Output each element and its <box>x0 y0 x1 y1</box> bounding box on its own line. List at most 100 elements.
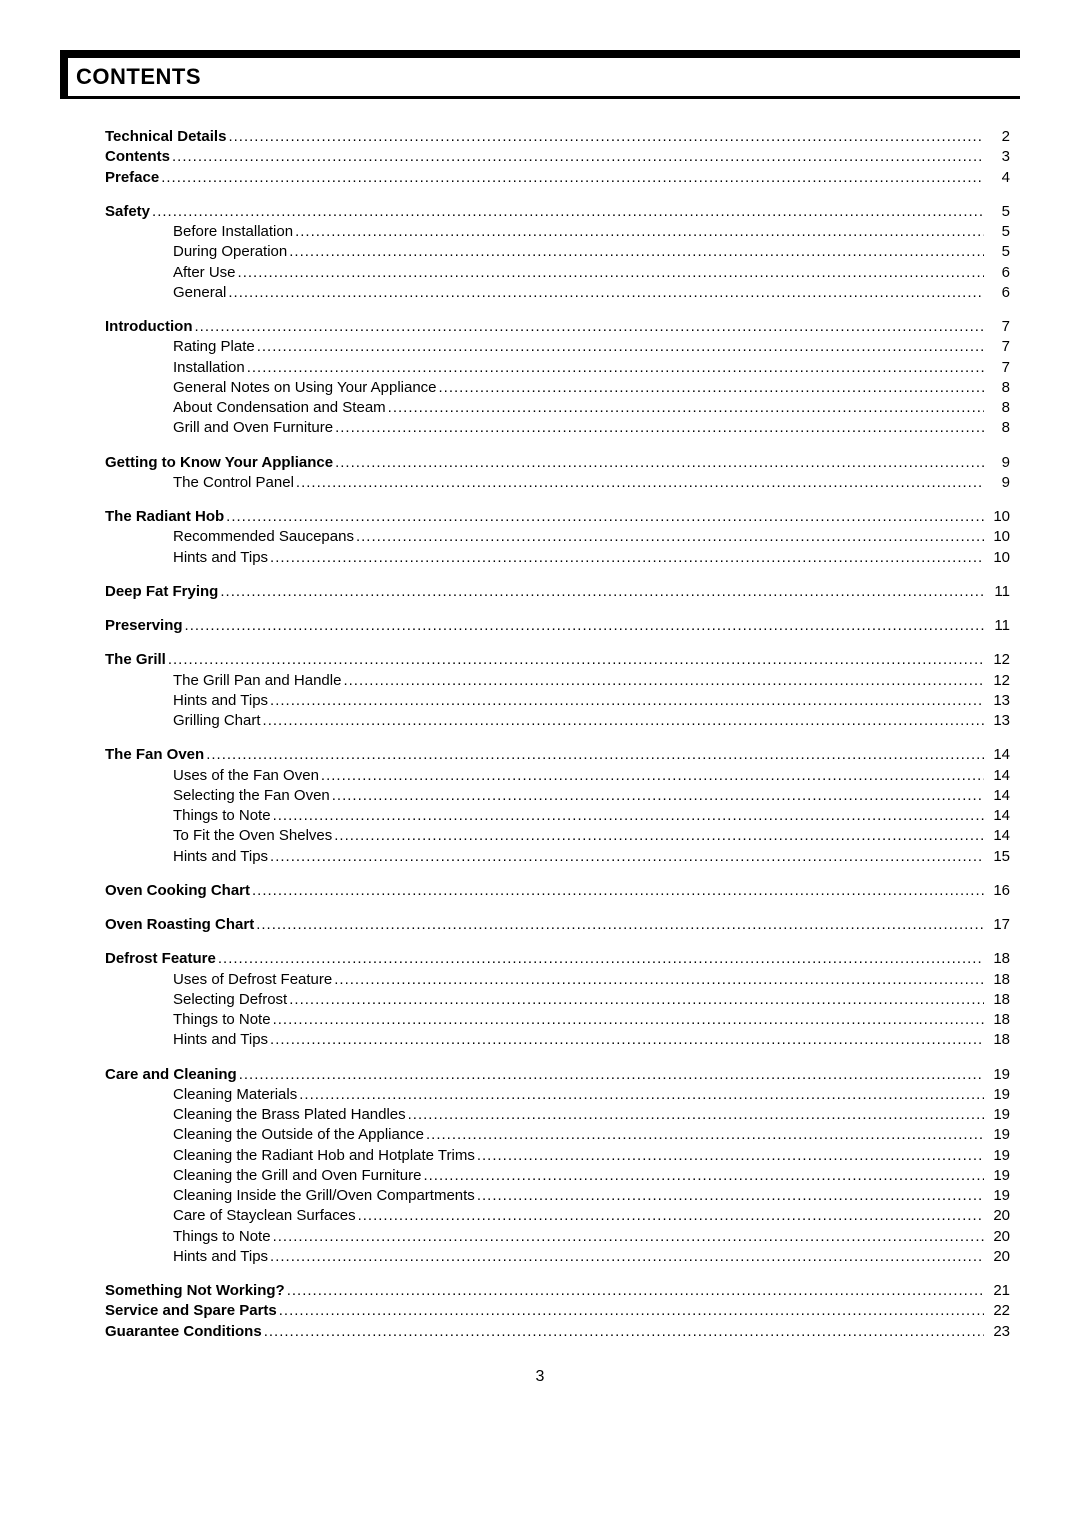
toc-label: Hints and Tips <box>173 691 268 711</box>
toc-label: During Operation <box>173 242 287 262</box>
toc-page: 18 <box>988 1030 1010 1050</box>
toc-page: 19 <box>988 1146 1010 1166</box>
toc-line: Care of Stayclean Surfaces20 <box>105 1206 1010 1226</box>
toc-label: Hints and Tips <box>173 847 268 867</box>
toc-line: Cleaning the Radiant Hob and Hotplate Tr… <box>105 1146 1010 1166</box>
toc-page: 19 <box>988 1166 1010 1186</box>
toc-dots <box>356 527 984 547</box>
toc-label: Cleaning Inside the Grill/Oven Compartme… <box>173 1186 475 1206</box>
toc-line: Care and Cleaning19 <box>105 1065 1010 1085</box>
page-title: CONTENTS <box>68 58 209 96</box>
toc-dots <box>477 1146 984 1166</box>
toc-line: Guarantee Conditions23 <box>105 1322 1010 1342</box>
toc-line: Contents3 <box>105 147 1010 167</box>
toc-page: 19 <box>988 1085 1010 1105</box>
toc-line: General6 <box>105 283 1010 303</box>
toc-dots <box>335 418 984 438</box>
toc-dots <box>299 1085 984 1105</box>
toc-page: 21 <box>988 1281 1010 1301</box>
toc-page: 12 <box>988 650 1010 670</box>
toc-page: 5 <box>988 222 1010 242</box>
toc-dots <box>256 915 984 935</box>
toc-dots <box>295 222 984 242</box>
toc-label: Something Not Working? <box>105 1281 285 1301</box>
toc-line: Preface 4 <box>105 168 1010 188</box>
toc-page: 8 <box>988 378 1010 398</box>
toc-dots <box>185 616 984 636</box>
toc-dots <box>477 1186 984 1206</box>
toc-line: Something Not Working? 21 <box>105 1281 1010 1301</box>
toc-dots <box>408 1105 984 1125</box>
toc-dots <box>321 766 984 786</box>
toc-dots <box>218 949 984 969</box>
toc-line: Things to Note 14 <box>105 806 1010 826</box>
toc-line: The Grill Pan and Handle12 <box>105 671 1010 691</box>
toc-label: The Grill Pan and Handle <box>173 671 341 691</box>
toc-label: Oven Cooking Chart <box>105 881 250 901</box>
toc-label: Defrost Feature <box>105 949 216 969</box>
toc-page: 4 <box>988 168 1010 188</box>
toc-line: Uses of Defrost Feature18 <box>105 970 1010 990</box>
toc-line: Selecting the Fan Oven14 <box>105 786 1010 806</box>
toc-dots <box>270 1247 984 1267</box>
toc-dots <box>426 1125 984 1145</box>
toc-group: The Grill12The Grill Pan and Handle12Hin… <box>105 650 1010 731</box>
toc-label: Preface <box>105 168 159 188</box>
toc-dots <box>270 548 984 568</box>
toc-dots <box>226 507 984 527</box>
toc-label: Before Installation <box>173 222 293 242</box>
toc-dots <box>334 826 984 846</box>
toc-page: 9 <box>988 453 1010 473</box>
toc-line: Cleaning the Outside of the Appliance19 <box>105 1125 1010 1145</box>
toc-page: 13 <box>988 691 1010 711</box>
toc-line: About Condensation and Steam8 <box>105 398 1010 418</box>
toc-line: Recommended Saucepans10 <box>105 527 1010 547</box>
toc-line: Hints and Tips 13 <box>105 691 1010 711</box>
toc-line: Rating Plate7 <box>105 337 1010 357</box>
toc-label: Selecting Defrost <box>173 990 287 1010</box>
toc-group: Something Not Working?21Service and Spar… <box>105 1281 1010 1342</box>
toc-line: Oven Roasting Chart17 <box>105 915 1010 935</box>
toc-group: Deep Fat Frying11 <box>105 582 1010 602</box>
toc-label: Hints and Tips <box>173 1030 268 1050</box>
toc-line: Service and Spare Parts 22 <box>105 1301 1010 1321</box>
toc-dots <box>335 453 984 473</box>
toc-page: 8 <box>988 398 1010 418</box>
toc-page: 6 <box>988 283 1010 303</box>
toc-group: Preserving11 <box>105 616 1010 636</box>
toc-line: Grilling Chart13 <box>105 711 1010 731</box>
toc-label: Service and Spare Parts <box>105 1301 277 1321</box>
toc-label: Rating Plate <box>173 337 255 357</box>
toc-line: Oven Cooking Chart16 <box>105 881 1010 901</box>
toc-page: 7 <box>988 358 1010 378</box>
toc-label: Things to Note <box>173 806 271 826</box>
toc-line: Cleaning Materials19 <box>105 1085 1010 1105</box>
toc-dots <box>270 1030 984 1050</box>
toc-page: 22 <box>988 1301 1010 1321</box>
toc-label: Cleaning the Brass Plated Handles <box>173 1105 406 1125</box>
toc-line: Selecting Defrost 18 <box>105 990 1010 1010</box>
toc-dots <box>252 881 984 901</box>
toc-line: Introduction7 <box>105 317 1010 337</box>
title-accent <box>60 58 68 96</box>
toc-page: 23 <box>988 1322 1010 1342</box>
toc-label: Care of Stayclean Surfaces <box>173 1206 356 1226</box>
toc-page: 20 <box>988 1227 1010 1247</box>
toc-page: 5 <box>988 202 1010 222</box>
toc-page: 18 <box>988 990 1010 1010</box>
toc-dots <box>263 711 984 731</box>
toc-dots <box>194 317 984 337</box>
toc-dots <box>388 398 984 418</box>
toc-label: General Notes on Using Your Appliance <box>173 378 437 398</box>
toc-page: 11 <box>988 582 1010 602</box>
toc-line: Uses of the Fan Oven14 <box>105 766 1010 786</box>
toc-page: 11 <box>988 616 1010 636</box>
toc-container: Technical Details2Contents3Preface4Safet… <box>60 127 1020 1342</box>
toc-line: Hints and Tips15 <box>105 847 1010 867</box>
toc-page: 14 <box>988 806 1010 826</box>
toc-dots <box>270 847 984 867</box>
toc-line: The Grill12 <box>105 650 1010 670</box>
toc-label: Cleaning the Outside of the Appliance <box>173 1125 424 1145</box>
toc-dots <box>238 263 984 283</box>
toc-group: Defrost Feature18Uses of Defrost Feature… <box>105 949 1010 1050</box>
